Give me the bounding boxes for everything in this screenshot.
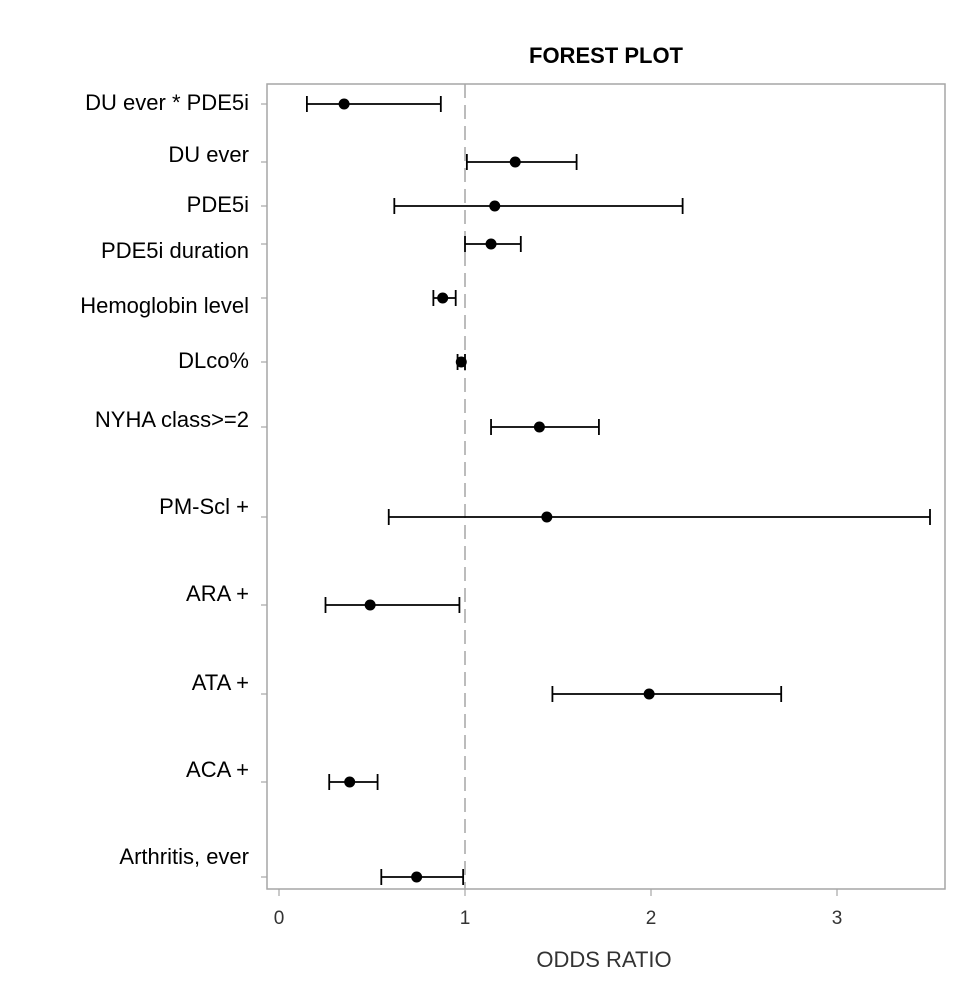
ci-row (324, 597, 461, 613)
row-label: Hemoglobin level (80, 293, 249, 318)
row-label: NYHA class>=2 (95, 407, 249, 432)
ci-row (455, 354, 467, 370)
ci-row (305, 96, 442, 112)
point-estimate (541, 511, 553, 523)
point-estimate (455, 356, 467, 368)
row-label: DU ever * PDE5i (85, 90, 249, 115)
ci-row (328, 774, 379, 790)
point-estimate (509, 156, 521, 168)
point-estimate (485, 238, 497, 250)
x-axis: 0 1 2 3 (274, 889, 843, 929)
ci-row (393, 198, 684, 214)
x-tick-label: 1 (460, 908, 471, 929)
point-estimate (437, 292, 449, 304)
row-label: ACA + (186, 757, 249, 782)
confidence-intervals (261, 96, 931, 885)
row-label: ATA + (192, 670, 249, 695)
point-estimate (533, 421, 545, 433)
chart-title: FOREST PLOT (529, 43, 684, 68)
point-estimate (364, 599, 376, 611)
point-estimate (338, 98, 350, 110)
row-label: DU ever (168, 142, 249, 167)
point-estimate (344, 776, 356, 788)
ci-row (465, 154, 578, 170)
ci-row (464, 236, 522, 252)
point-estimate (489, 200, 501, 212)
row-label: PDE5i (187, 192, 249, 217)
row-label: Arthritis, ever (119, 844, 249, 869)
x-tick-label: 0 (274, 908, 285, 929)
ci-row (490, 419, 600, 435)
row-label: PDE5i duration (101, 238, 249, 263)
point-estimate (643, 688, 655, 700)
x-tick-label: 2 (646, 908, 657, 929)
plot-frame (266, 83, 946, 890)
x-tick-label: 3 (832, 908, 843, 929)
row-label: DLco% (178, 348, 249, 373)
ci-row (551, 686, 783, 702)
ci-row (387, 509, 931, 525)
ci-row (380, 869, 465, 885)
point-estimate (411, 871, 423, 883)
row-label: ARA + (186, 581, 249, 606)
row-labels: DU ever * PDE5i DU ever PDE5i PDE5i duratio… (80, 90, 249, 869)
ci-row (432, 290, 457, 306)
row-label: PM-Scl + (159, 494, 249, 519)
x-axis-label: ODDS RATIO (536, 947, 671, 972)
